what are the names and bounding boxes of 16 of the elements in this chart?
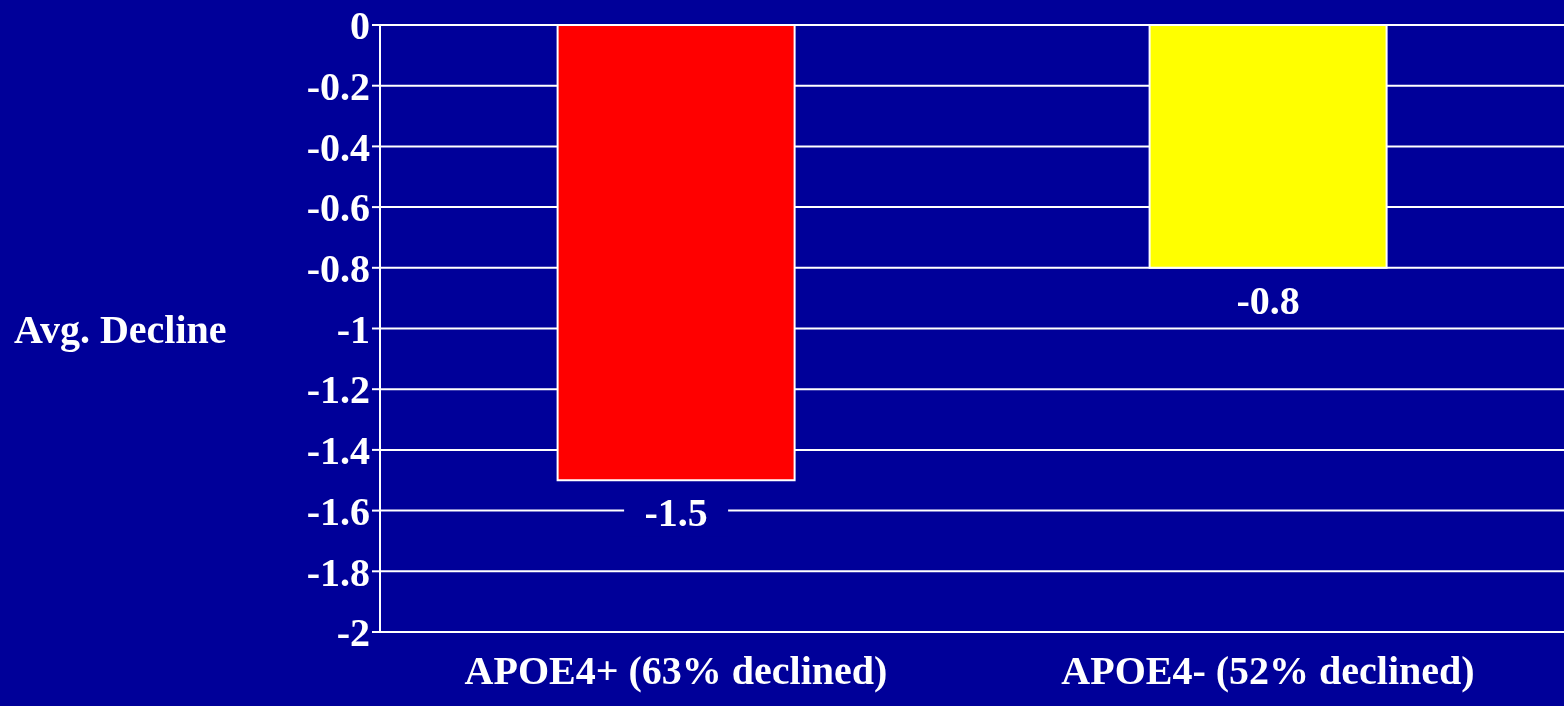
- y-tick-label: -1.8: [306, 549, 370, 595]
- data-label: -1.5: [644, 490, 708, 536]
- y-tick-label: -0.2: [306, 63, 370, 109]
- data-label: -0.8: [1236, 277, 1300, 323]
- x-tick-label: APOE4+ (63% declined): [464, 648, 888, 694]
- x-tick-label: APOE4- (52% declined): [1061, 648, 1475, 694]
- y-tick-label: -0.6: [306, 185, 370, 231]
- y-tick-label: -1: [336, 306, 370, 352]
- y-tick-label: -1.2: [306, 367, 370, 413]
- y-tick-label: -2: [336, 610, 370, 656]
- y-tick-label: -0.8: [306, 246, 370, 291]
- y-tick-label: -1.4: [306, 428, 370, 474]
- y-tick-label: -0.4: [306, 124, 370, 170]
- y-tick-label: 0: [350, 3, 370, 49]
- y-axis-title: Avg. Decline: [14, 306, 227, 352]
- y-tick-label: -1.6: [306, 488, 370, 534]
